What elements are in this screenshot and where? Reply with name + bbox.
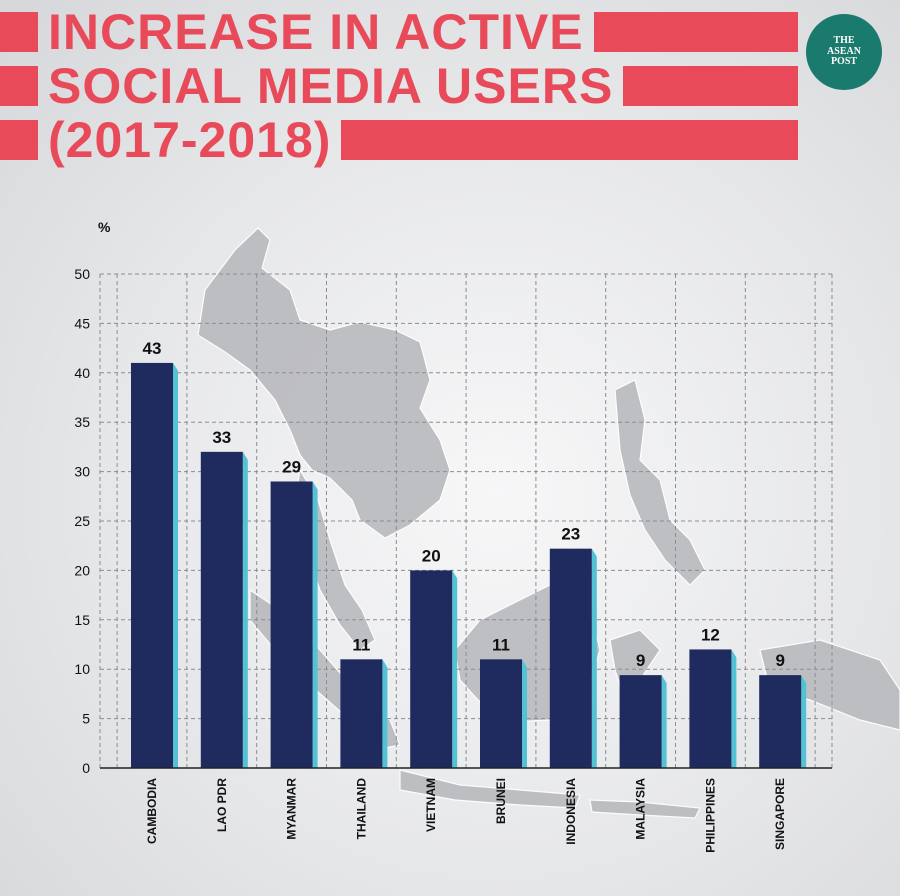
x-tick-label: VIETNAM (424, 778, 438, 832)
bar-lao-pdr (200, 451, 243, 768)
bar-vietnam (410, 570, 453, 768)
title-accent-bar (0, 66, 38, 106)
x-tick-label: BRUNEI (494, 778, 508, 824)
y-tick-label: 10 (74, 661, 90, 677)
bar-side (801, 675, 807, 768)
bar-singapore (759, 675, 802, 768)
logo-text-asean: ASEAN (827, 45, 861, 57)
y-axis-label: % (98, 219, 111, 235)
title-line-2: SOCIAL MEDIA USERS (0, 60, 798, 112)
value-label: 23 (561, 525, 580, 544)
x-tick-label: LAO PDR (215, 778, 229, 832)
value-label: 20 (422, 546, 441, 565)
x-tick-label: SINGAPORE (773, 778, 787, 850)
bar-indonesia (549, 548, 592, 768)
bar-side (731, 649, 737, 768)
bar-cambodia (131, 362, 173, 768)
bar-side (173, 362, 178, 768)
gridlines (99, 273, 833, 768)
bar-side (591, 548, 597, 768)
x-tick-label: INDONESIA (564, 778, 578, 845)
bars (131, 362, 807, 768)
bar-malaysia (619, 675, 662, 768)
title-line-2-text: SOCIAL MEDIA USERS (48, 58, 614, 114)
y-tick-label: 0 (82, 760, 90, 776)
bar-philippines (689, 649, 732, 768)
title-line-1-text: INCREASE IN ACTIVE (48, 4, 584, 60)
x-tick-label: CAMBODIA (145, 778, 159, 844)
y-tick-label: 40 (74, 365, 90, 381)
value-label: 12 (701, 625, 720, 644)
value-label: 43 (143, 339, 162, 358)
title-accent-bar (593, 12, 798, 52)
title-accent-bar (623, 66, 798, 106)
value-label: 33 (212, 428, 231, 447)
x-tick-label: THAILAND (354, 778, 368, 840)
bar-side (452, 570, 458, 768)
bar-side (312, 481, 318, 768)
y-tick-label: 50 (74, 266, 90, 282)
bar-brunei (480, 659, 522, 768)
title-line-1: INCREASE IN ACTIVE (0, 6, 798, 58)
title-line-3-text: (2017-2018) (48, 112, 332, 168)
x-axis-labels: CAMBODIA LAO PDR MYANMAR THAILAND VIETNAM BRU… (145, 778, 787, 853)
title-accent-bar (0, 12, 38, 52)
x-tick-label: PHILIPPINES (703, 778, 717, 853)
x-tick-label: MALAYSIA (634, 778, 648, 840)
title-line-3: (2017-2018) (0, 114, 798, 166)
y-tick-label: 20 (74, 562, 90, 578)
bar-thailand (340, 659, 383, 768)
y-tick-label: 45 (74, 315, 90, 331)
the-asean-post-logo: THE ASEAN POST (806, 14, 882, 90)
value-label: 9 (636, 651, 645, 670)
y-tick-label: 25 (74, 513, 90, 529)
logo-text-post: POST (830, 56, 858, 68)
logo-text-the: THE (833, 35, 855, 47)
bar-side (522, 659, 527, 768)
value-label: 29 (282, 457, 301, 476)
value-label: 9 (775, 651, 784, 670)
value-labels: 43 33 29 11 20 11 23 9 12 9 (143, 339, 785, 670)
bar-side (661, 675, 667, 768)
y-tick-label: 30 (74, 464, 90, 480)
title-accent-bar (341, 120, 798, 160)
y-tick-label: 35 (74, 414, 90, 430)
bar-myanmar (270, 481, 313, 768)
value-label: 11 (352, 635, 370, 654)
bar-side (242, 451, 248, 768)
title-accent-bar (0, 120, 38, 160)
y-tick-label: 15 (74, 612, 90, 628)
y-axis-ticks: 0 5 10 15 20 25 30 35 40 45 50 (74, 266, 90, 776)
x-tick-label: MYANMAR (285, 778, 299, 840)
value-label: 11 (492, 635, 510, 654)
bar-side (382, 659, 388, 768)
y-tick-label: 5 (82, 711, 90, 727)
